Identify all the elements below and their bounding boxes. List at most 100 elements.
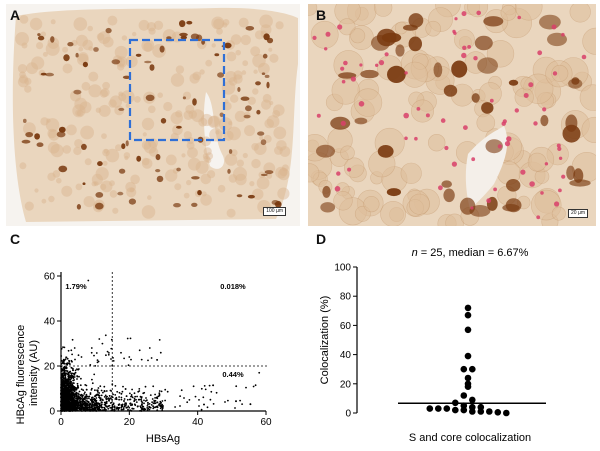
data-point-c [76,401,79,404]
data-point-c [77,404,80,407]
data-point-c [138,398,141,401]
data-point-c [92,405,95,407]
tissue-texture-a [199,69,205,75]
data-point-c [123,400,125,402]
data-point-c [123,357,125,360]
tissue-texture-a [207,115,221,129]
hepatocyte-b [569,4,591,23]
tissue-texture-a [260,24,272,36]
data-point-c [186,401,189,404]
data-point-c [94,407,97,409]
hepatocyte-b [409,193,431,215]
hepatocyte-b [582,27,596,55]
tissue-texture-a [262,93,272,103]
data-point-c [143,399,145,402]
data-point-c [67,395,69,398]
tissue-texture-a [116,56,128,68]
tissue-texture-a [187,157,201,171]
data-point-c [97,394,100,397]
data-point-c [75,387,78,390]
data-point-c [108,352,110,354]
data-point-c [70,395,73,397]
hepatocyte-b [401,61,428,88]
tissue-texture-a [17,76,29,88]
data-point-d [426,405,434,412]
data-point-c [74,358,76,361]
tissue-texture-a [279,167,288,177]
y-axis-label-d: Colocalization (%) [319,296,331,385]
data-point-c [82,397,85,400]
pink-nucleus-b [462,45,467,50]
tissue-texture-a [143,42,153,52]
data-point-c [63,381,66,383]
data-point-c [103,401,106,404]
data-point-c [159,407,162,410]
tissue-texture-a [269,53,279,63]
stained-cell-a [36,142,44,147]
pink-nucleus-b [337,24,343,30]
data-point-c [81,408,84,410]
data-point-c [130,404,132,407]
data-point-c [239,399,242,402]
data-point-c [74,371,77,374]
data-point-c [127,405,130,408]
pink-nucleus-b [467,45,471,49]
data-point-c [93,402,96,404]
data-point-c [97,360,100,363]
data-point-c [241,403,244,405]
tissue-gap-a [203,92,225,169]
pink-nucleus-b [506,136,512,142]
data-point-c [89,364,92,366]
data-point-c [121,405,124,408]
tissue-texture-a [235,49,241,56]
stained-cell-a [149,64,155,71]
tissue-texture-a [121,35,128,41]
data-point-c [85,399,87,402]
data-point-c [64,374,67,377]
stained-cell-b [433,62,443,78]
pink-nucleus-b [461,11,467,17]
stained-cell-a [118,107,125,111]
data-point-c [128,398,131,401]
tissue-texture-a [88,84,102,98]
data-point-c [63,346,66,349]
data-point-c [63,372,65,374]
data-point-c [188,399,191,401]
tissue-texture-a [281,164,289,172]
tissue-texture-a [29,17,43,31]
stained-cell-a [219,112,224,118]
stained-cell-a [97,161,103,167]
stained-cell-a [50,36,55,43]
data-point-c [74,406,77,409]
data-point-c [129,337,132,340]
data-point-c [154,402,157,405]
data-point-c [78,397,81,400]
stained-cell-a [23,118,27,123]
pink-nucleus-b [404,136,408,141]
stained-cell-a [125,140,129,147]
hepatocyte-b [467,4,488,18]
data-point-c [252,385,255,388]
pink-nucleus-b [542,107,547,112]
pink-nucleus-b [523,93,529,98]
scale-bar-a: 100 µm [263,207,286,216]
pink-nucleus-b [343,60,348,66]
tissue-texture-a [252,188,264,200]
panel-label-d: D [316,231,327,247]
quadrant-label-c: 0.018% [220,282,246,291]
data-point-c [121,390,124,393]
data-point-c [206,406,209,409]
data-point-c [75,397,78,400]
tissue-texture-a [201,191,207,197]
pink-nucleus-b [558,156,563,160]
data-point-c [113,408,116,411]
tissue-texture-a [40,31,46,37]
tissue-texture-a [118,91,124,97]
pink-nucleus-b [404,71,408,75]
stained-cell-b [505,198,522,213]
hepatocyte-b [500,4,517,21]
data-point-d [460,392,468,399]
data-point-c [68,383,71,385]
pink-nucleus-b [514,108,519,113]
pink-nucleus-b [504,141,511,147]
